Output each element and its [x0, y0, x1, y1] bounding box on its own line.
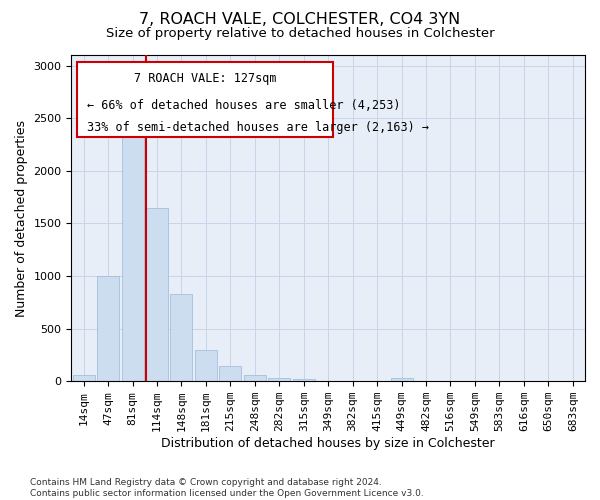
Bar	[317, 380, 339, 381]
Bar	[195, 350, 217, 381]
Text: 7 ROACH VALE: 127sqm: 7 ROACH VALE: 127sqm	[134, 72, 276, 85]
Text: ← 66% of detached houses are smaller (4,253): ← 66% of detached houses are smaller (4,…	[87, 98, 400, 112]
Bar	[170, 294, 193, 381]
Bar	[220, 366, 241, 381]
X-axis label: Distribution of detached houses by size in Colchester: Distribution of detached houses by size …	[161, 437, 495, 450]
Bar	[391, 378, 413, 381]
Bar	[73, 376, 95, 381]
Bar	[122, 124, 143, 381]
Text: 7, ROACH VALE, COLCHESTER, CO4 3YN: 7, ROACH VALE, COLCHESTER, CO4 3YN	[139, 12, 461, 28]
Y-axis label: Number of detached properties: Number of detached properties	[15, 120, 28, 316]
Bar	[97, 276, 119, 381]
FancyBboxPatch shape	[77, 62, 334, 136]
Bar	[293, 379, 315, 381]
Bar	[146, 208, 168, 381]
Text: Contains HM Land Registry data © Crown copyright and database right 2024.
Contai: Contains HM Land Registry data © Crown c…	[30, 478, 424, 498]
Bar	[244, 376, 266, 381]
Text: Size of property relative to detached houses in Colchester: Size of property relative to detached ho…	[106, 28, 494, 40]
Bar	[268, 378, 290, 381]
Text: 33% of semi-detached houses are larger (2,163) →: 33% of semi-detached houses are larger (…	[87, 121, 429, 134]
